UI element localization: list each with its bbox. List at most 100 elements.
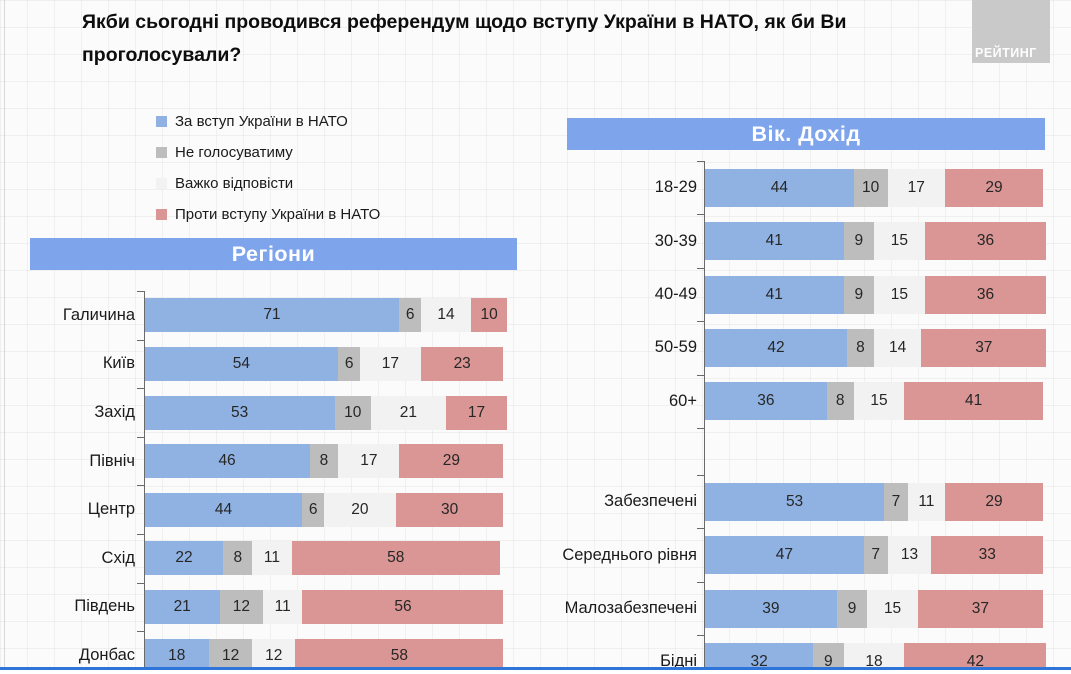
stacked-bar: 47 7 13 33 bbox=[705, 536, 1043, 575]
bar-segment: 36 bbox=[924, 222, 1047, 261]
bar-segment: 58 bbox=[295, 638, 504, 673]
age-income-banner: Вік. Дохід bbox=[567, 118, 1045, 150]
stacked-bar: 46 8 17 29 bbox=[144, 444, 504, 479]
stacked-bar: 41 9 15 36 bbox=[705, 222, 1047, 261]
category-label: 18-29 bbox=[654, 178, 697, 197]
category-label: Забезпечені bbox=[604, 492, 697, 511]
bar-segment: 10 bbox=[334, 395, 371, 430]
legend-item: За вступ України в НАТО bbox=[156, 106, 380, 137]
bar-segment: 44 bbox=[144, 492, 303, 527]
stacked-bar: 36 8 15 41 bbox=[705, 382, 1043, 421]
bar-segment: 8 bbox=[846, 328, 874, 367]
category-label: Галичина bbox=[62, 305, 135, 324]
bar-segment: 29 bbox=[944, 482, 1043, 521]
bar-segment: 29 bbox=[944, 168, 1043, 207]
bar-segment: 10 bbox=[471, 298, 508, 333]
bar-segment: 11 bbox=[252, 541, 292, 576]
bar-segment: 14 bbox=[873, 328, 922, 367]
axis-tick bbox=[136, 631, 144, 633]
bar-segment: 46 bbox=[144, 444, 310, 479]
rating-logo-text: РЕЙТИНГ bbox=[975, 46, 1037, 60]
bar-segment: 44 bbox=[705, 168, 854, 207]
bar-segment: 8 bbox=[223, 541, 253, 576]
category-label: 50-59 bbox=[654, 338, 697, 357]
bar-segment: 53 bbox=[144, 395, 335, 430]
axis-tick bbox=[136, 582, 144, 584]
legend-swatch-icon bbox=[156, 209, 167, 220]
category-label: Бідні bbox=[660, 652, 697, 671]
bottom-margin bbox=[0, 670, 1071, 674]
bar-segment: 18 bbox=[144, 638, 210, 673]
axis-tick bbox=[697, 321, 704, 323]
legend-item: Важко відповісти bbox=[156, 168, 380, 199]
bar-segment: 33 bbox=[931, 536, 1043, 575]
stacked-bar: 44 10 17 29 bbox=[705, 168, 1043, 207]
stacked-bar: 21 12 11 56 bbox=[144, 589, 504, 624]
bar-segment: 7 bbox=[863, 536, 888, 575]
bar-segment: 11 bbox=[262, 589, 303, 624]
axis-tick bbox=[136, 534, 144, 535]
legend-label: Проти вступу України в НАТО bbox=[175, 206, 381, 223]
category-label: 60+ bbox=[669, 391, 697, 410]
bar-segment: 54 bbox=[144, 346, 339, 381]
bar-segment: 17 bbox=[887, 168, 945, 207]
category-label: 40-49 bbox=[654, 284, 697, 303]
category-axis-line bbox=[143, 291, 145, 667]
bar-segment: 12 bbox=[209, 638, 253, 673]
stacked-bar: 53 7 11 29 bbox=[705, 482, 1043, 521]
category-axis-line bbox=[704, 161, 705, 667]
category-label: Середнього рівня bbox=[562, 545, 697, 564]
left-edge-line bbox=[4, 0, 5, 674]
axis-tick bbox=[697, 635, 704, 637]
category-label: Центр bbox=[87, 500, 135, 519]
category-label: Південь bbox=[74, 597, 135, 616]
bar-segment: 6 bbox=[338, 346, 360, 381]
bar-segment: 9 bbox=[843, 275, 874, 314]
axis-tick bbox=[136, 339, 144, 341]
category-label: Захід bbox=[94, 402, 135, 421]
bar-segment: 37 bbox=[917, 589, 1043, 628]
bar-segment: 9 bbox=[836, 589, 868, 628]
bar-segment: 39 bbox=[705, 589, 837, 628]
age-income-banner-title: Вік. Дохід bbox=[751, 121, 861, 146]
bar-segment: 21 bbox=[370, 395, 447, 430]
axis-tick bbox=[136, 485, 144, 487]
bar-segment: 41 bbox=[904, 382, 1043, 421]
bar-segment: 9 bbox=[843, 222, 874, 261]
bar-segment: 8 bbox=[826, 382, 854, 421]
legend-swatch-icon bbox=[156, 178, 167, 189]
bar-segment: 14 bbox=[420, 298, 472, 333]
legend-item: Проти вступу України в НАТО bbox=[156, 199, 380, 230]
stacked-bar: 53 10 21 17 bbox=[144, 395, 508, 430]
bar-segment: 15 bbox=[873, 275, 925, 314]
bar-segment: 17 bbox=[338, 444, 400, 479]
legend-item: Не голосуватиму bbox=[156, 137, 380, 168]
axis-tick bbox=[136, 436, 144, 438]
bar-segment: 12 bbox=[219, 589, 263, 624]
page-title: Якби сьогодні проводився референдум щодо… bbox=[82, 11, 847, 66]
bar-segment: 15 bbox=[873, 222, 925, 261]
category-label: 30-39 bbox=[654, 231, 697, 250]
bar-segment: 30 bbox=[395, 492, 504, 527]
axis-tick bbox=[136, 388, 144, 390]
bar-segment: 8 bbox=[309, 444, 339, 479]
category-label: Малозабезпечені bbox=[564, 598, 697, 617]
regions-banner: Регіони bbox=[30, 238, 517, 270]
bar-segment: 20 bbox=[323, 492, 396, 527]
axis-tick bbox=[697, 528, 704, 530]
bar-segment: 71 bbox=[144, 298, 400, 333]
legend-label: За вступ України в НАТО bbox=[175, 113, 348, 130]
bar-segment: 15 bbox=[853, 382, 905, 421]
bar-segment: 10 bbox=[853, 168, 888, 207]
legend-swatch-icon bbox=[156, 116, 167, 127]
stacked-bar: 42 8 14 37 bbox=[705, 328, 1047, 367]
bar-segment: 17 bbox=[446, 395, 508, 430]
axis-tick bbox=[697, 267, 704, 269]
axis-tick bbox=[697, 475, 704, 476]
stacked-bar: 71 6 14 10 bbox=[144, 298, 508, 333]
axis-tick bbox=[136, 291, 144, 292]
stacked-bar: 54 6 17 23 bbox=[144, 346, 504, 381]
bar-segment: 22 bbox=[144, 541, 224, 576]
